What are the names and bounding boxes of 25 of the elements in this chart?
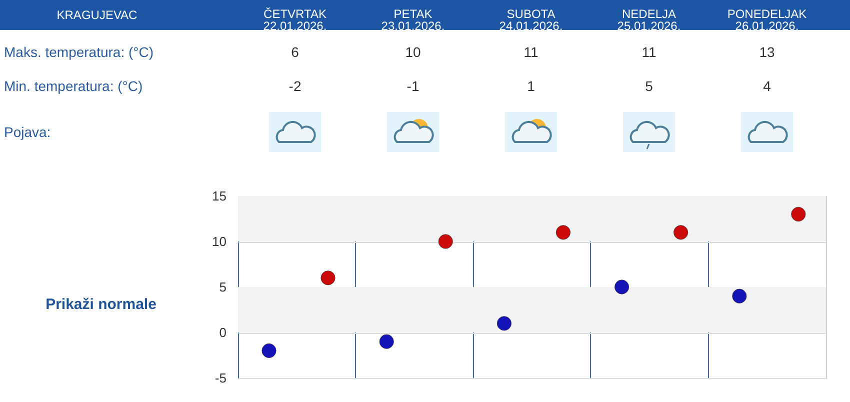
series-label: Maks. temperatura: (°C) <box>4 44 154 60</box>
category-label: ČETVRTAK 22.01.2026. <box>263 7 327 33</box>
y-tick-label: 5 <box>219 280 226 294</box>
data-label: -1 <box>406 78 420 94</box>
category-label: PONEDELJAK 26.01.2026. <box>727 7 807 33</box>
category-label: SUBOTA 24.01.2026. <box>499 7 563 33</box>
y-tick-label: 10 <box>212 234 226 249</box>
y-tick-label: 0 <box>219 325 226 340</box>
data-label: 10 <box>405 44 421 60</box>
data-label: 13 <box>759 44 775 60</box>
data-label: 6 <box>291 44 300 60</box>
text: Prikaži normale <box>46 296 156 313</box>
text: Min. temperatura: (°C) <box>4 78 143 94</box>
text: KRAGUJEVAC <box>56 8 138 22</box>
y-tick-label: 15 <box>212 188 226 204</box>
text: Pojava: <box>4 124 51 140</box>
data-label: 11 <box>524 44 538 60</box>
category-label: NEDELJA 25.01.2026. <box>617 7 681 33</box>
y-tick-label: -5 <box>214 370 226 386</box>
data-label: 11 <box>642 44 656 60</box>
data-label: -2 <box>288 78 302 94</box>
data-label: 5 <box>645 78 654 94</box>
data-label: 4 <box>763 78 772 94</box>
category-label: PETAK 23.01.2026. <box>381 7 445 33</box>
data-label: 1 <box>527 78 536 94</box>
